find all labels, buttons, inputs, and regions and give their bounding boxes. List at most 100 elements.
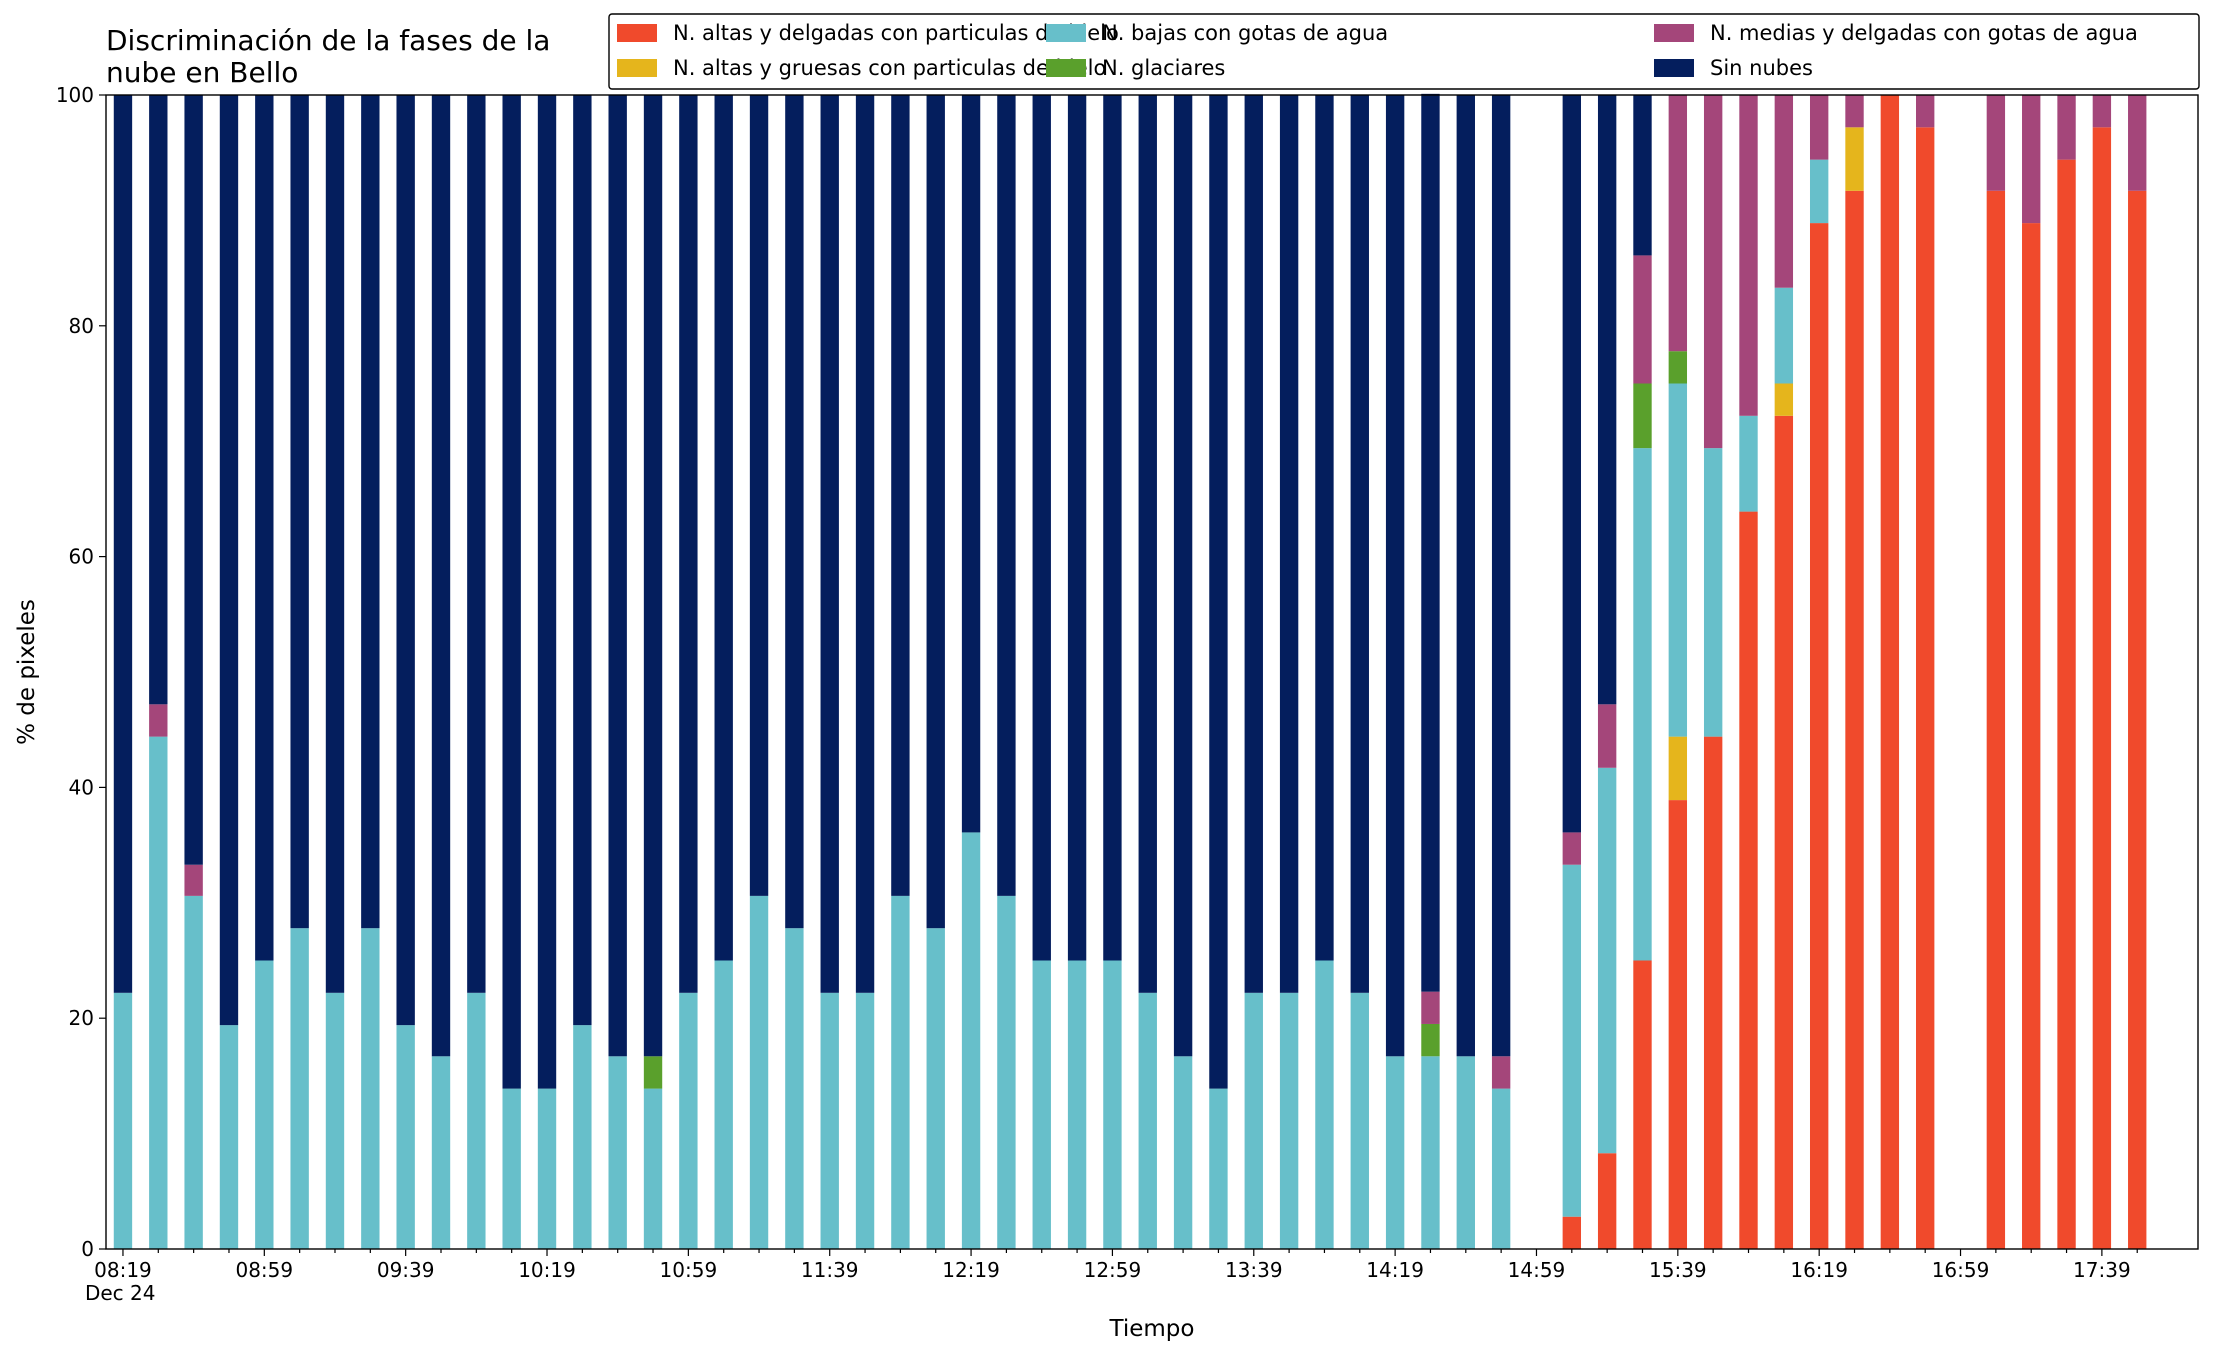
y-tick-label: 80 <box>69 314 94 338</box>
bar-segment <box>1986 95 2006 191</box>
bar-segment <box>1244 95 1263 993</box>
bar-segment <box>2092 95 2112 128</box>
bar-segment <box>290 928 309 1249</box>
bar-segment <box>1597 1153 1617 1249</box>
bar-segment <box>1774 287 1794 384</box>
bar-segment <box>1668 736 1688 801</box>
bar-segment <box>1279 95 1299 993</box>
bar-segment <box>325 992 345 1249</box>
bar-segment <box>1703 95 1723 449</box>
x-tick-label: 13:39 <box>1225 1258 1283 1282</box>
bar-segment <box>1315 960 1334 1249</box>
bar-segment <box>785 95 804 929</box>
bar-segment <box>1385 1056 1405 1249</box>
bar-segment <box>1067 960 1087 1249</box>
x-date-label: Dec 24 <box>85 1281 156 1305</box>
bar-segment <box>679 95 698 993</box>
bar-segment <box>997 95 1016 896</box>
legend-label: N. medias y delgadas con gotas de agua <box>1710 21 2138 45</box>
bar-segment <box>1421 1023 1440 1057</box>
bar-segment <box>1138 992 1157 1249</box>
bar-segment <box>1668 95 1688 352</box>
bar-segment <box>1209 1088 1228 1249</box>
legend-label: N. altas y delgadas con particulas de hi… <box>673 21 1119 45</box>
bar-segment <box>1209 95 1228 1089</box>
bar-segment <box>1103 95 1122 961</box>
bar-segment <box>1986 190 2006 1250</box>
bar-segment <box>467 95 486 993</box>
bar-segment <box>1916 127 1935 1249</box>
x-tick-label: 14:19 <box>1366 1258 1424 1282</box>
bar-segment <box>749 95 769 896</box>
bar-segment <box>997 895 1016 1249</box>
bar-segment <box>537 95 557 1089</box>
bar-segment <box>255 95 274 961</box>
bar-segment <box>1633 960 1652 1249</box>
bar-segment <box>149 95 168 705</box>
bar-segment <box>1633 255 1652 384</box>
bar-segment <box>113 95 133 993</box>
x-tick-label: 11:39 <box>801 1258 859 1282</box>
bar-segment <box>820 95 839 993</box>
bar-segment <box>1880 95 1900 1249</box>
bar-segment <box>1103 960 1122 1249</box>
bar-segment <box>1774 383 1794 416</box>
bar-segment <box>2022 95 2041 224</box>
bar-segment <box>1562 832 1582 865</box>
y-tick-label: 20 <box>69 1006 94 1030</box>
x-tick-label: 14:59 <box>1508 1258 1566 1282</box>
bar-segment <box>643 1056 663 1089</box>
bar-segment <box>396 1025 415 1249</box>
bar-segment <box>1315 95 1334 961</box>
bar-segment <box>1562 1216 1582 1249</box>
bar-segment <box>926 928 945 1249</box>
y-tick-label: 60 <box>69 545 94 569</box>
bar-segment <box>573 1025 592 1249</box>
bar-segment <box>1633 383 1652 449</box>
bar-segment <box>749 895 769 1249</box>
bar-segment <box>2128 190 2147 1250</box>
bar-segment <box>1809 95 1829 160</box>
bar-segment <box>1350 992 1369 1249</box>
legend-swatch <box>617 59 657 77</box>
bar-segment <box>1845 190 1864 1250</box>
bar-segment <box>1668 383 1688 737</box>
bar-segment <box>1633 95 1652 256</box>
x-tick-label: 12:59 <box>1084 1258 1142 1282</box>
bar-segment <box>149 736 168 1249</box>
bar-segment <box>1562 864 1582 1217</box>
bar-segment <box>219 95 239 1026</box>
bar-segment <box>1032 95 1051 961</box>
bar-segment <box>431 1056 451 1249</box>
bar-segment <box>502 95 521 1089</box>
legend-swatch <box>1654 24 1694 42</box>
bar-segment <box>361 95 380 929</box>
bar-segment <box>1739 415 1758 512</box>
bar-segment <box>2057 95 2076 160</box>
legend-swatch <box>1654 59 1694 77</box>
x-tick-label: 10:59 <box>660 1258 718 1282</box>
y-tick-label: 40 <box>69 775 94 799</box>
bar-segment <box>502 1088 521 1249</box>
bar-segment <box>1597 704 1617 768</box>
bar-segment <box>961 832 981 1249</box>
bar-segment <box>1138 95 1157 993</box>
bar-segment <box>1385 95 1405 1057</box>
bar-segment <box>113 992 133 1249</box>
bar-segment <box>643 95 663 1057</box>
bar-segment <box>1774 415 1794 1249</box>
bar-segment <box>820 992 839 1249</box>
bar-segment <box>184 895 203 1249</box>
bar-segment <box>1456 95 1475 1057</box>
bar-segment <box>219 1025 239 1249</box>
x-tick-label: 16:19 <box>1790 1258 1848 1282</box>
bar-segment <box>1421 93 1440 992</box>
bar-segment <box>679 992 698 1249</box>
legend-label: N. bajas con gotas de agua <box>1102 21 1388 45</box>
legend-swatch <box>617 24 657 42</box>
bar-segment <box>714 960 733 1249</box>
bar-segment <box>255 960 274 1249</box>
bar-segment <box>1703 448 1723 737</box>
x-tick-label: 15:39 <box>1649 1258 1707 1282</box>
